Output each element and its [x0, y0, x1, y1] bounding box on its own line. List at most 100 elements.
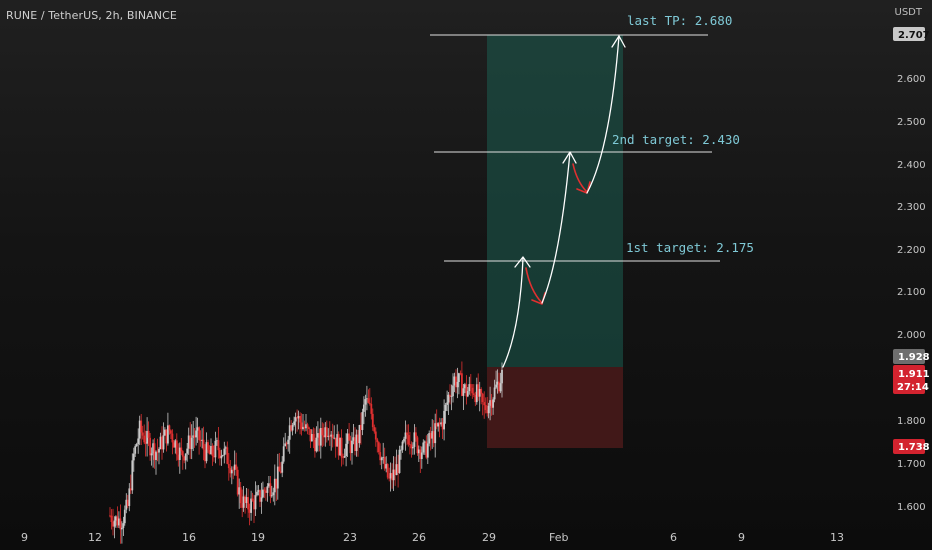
x-tick: 6	[670, 531, 677, 544]
candle-body	[400, 449, 402, 451]
profit-zone[interactable]	[487, 35, 623, 367]
candle-body	[132, 453, 135, 461]
candle-body	[192, 435, 195, 438]
price-badge-stop: 1.738	[893, 439, 930, 454]
candle-body	[358, 425, 361, 444]
candle-body	[149, 437, 151, 456]
candle-body	[319, 428, 322, 446]
candle-body	[296, 417, 298, 419]
time-axis[interactable]: 9 12 16 19 23 26 29 Feb 6 9 13	[21, 531, 844, 544]
candle-body	[379, 452, 382, 461]
candle-body	[167, 425, 169, 444]
candle-body	[480, 389, 483, 394]
candle-body	[352, 437, 355, 441]
candle-body	[339, 437, 342, 456]
candle-body	[392, 469, 395, 481]
x-tick: 23	[343, 531, 357, 544]
candle-body	[406, 432, 408, 436]
candle-body	[205, 442, 208, 462]
candle-body	[327, 435, 330, 437]
candle-body	[140, 420, 143, 433]
candle-body	[428, 433, 431, 444]
y-tick: 2.300	[897, 202, 926, 213]
candle-body	[363, 404, 365, 412]
candle-body	[168, 425, 171, 431]
candle-body	[275, 478, 278, 489]
candle-body	[262, 489, 264, 498]
candle-body	[250, 498, 252, 513]
candle-body	[248, 509, 251, 513]
candle-body	[263, 489, 266, 491]
candle-body	[216, 440, 218, 442]
y-tick: 2.500	[897, 117, 926, 128]
candle-body	[254, 495, 257, 510]
candle-body	[351, 440, 353, 453]
candle-body	[290, 425, 293, 431]
candle-body	[156, 451, 159, 453]
candle-body	[333, 437, 336, 439]
target-label-2nd: 2nd target: 2.430	[612, 132, 740, 147]
candle-body	[305, 424, 307, 429]
candle-body	[269, 483, 272, 497]
loss-zone[interactable]	[487, 367, 623, 448]
candle-body	[131, 460, 134, 491]
svg-text:2.707: 2.707	[898, 30, 930, 41]
candle-body	[450, 396, 453, 397]
candle-body	[119, 518, 122, 530]
arrow-up-3-icon	[586, 35, 620, 194]
price-axis[interactable]: 2.600 2.500 2.400 2.300 2.200 2.100 2.00…	[897, 74, 926, 513]
candle-body	[171, 433, 174, 443]
candle-body	[410, 444, 413, 449]
candle-body	[256, 491, 258, 496]
candle-body	[279, 471, 282, 473]
arrow-down-1-icon	[525, 267, 543, 304]
candle-body	[273, 478, 276, 493]
candle-body	[360, 425, 362, 430]
candle-body	[210, 446, 212, 455]
candle-body	[420, 452, 423, 459]
candle-body	[204, 449, 206, 462]
candle-body	[302, 426, 304, 430]
candle-body	[336, 434, 339, 447]
candle-body	[382, 457, 385, 458]
candle-body	[437, 422, 440, 427]
candle-body	[415, 432, 417, 438]
candle-body	[281, 461, 284, 473]
candle-body	[330, 434, 333, 437]
candle-body	[404, 432, 407, 439]
candle-body	[303, 426, 306, 429]
candle-body	[272, 492, 275, 496]
candle-body	[147, 431, 150, 438]
candle-body	[189, 435, 192, 449]
y-tick: 2.000	[897, 330, 926, 341]
candle-body	[413, 432, 416, 447]
candle-body	[348, 433, 350, 441]
candle-body	[245, 497, 248, 503]
x-tick: Feb	[549, 531, 568, 544]
candle-body	[489, 400, 491, 406]
candle-body	[318, 433, 321, 446]
candle-body	[121, 527, 123, 530]
candle-body	[324, 427, 327, 438]
x-tick: 13	[830, 531, 844, 544]
candle-body	[112, 522, 114, 527]
candle-body	[355, 434, 358, 451]
candle-body	[446, 402, 448, 405]
candle-body	[496, 381, 499, 385]
candle-body	[409, 444, 411, 445]
candle-body	[174, 440, 177, 448]
candle-body	[334, 437, 337, 447]
candle-body	[461, 373, 463, 396]
candle-body	[276, 466, 279, 489]
candle-body	[291, 425, 294, 431]
candle-body	[354, 437, 356, 451]
candle-body	[213, 456, 215, 458]
candle-body	[208, 449, 211, 455]
candle-body	[342, 457, 344, 459]
candle-body	[226, 447, 229, 464]
candle-body	[383, 457, 386, 469]
candle-body	[447, 394, 450, 403]
candle-body	[453, 376, 456, 386]
candle-body	[367, 398, 370, 403]
